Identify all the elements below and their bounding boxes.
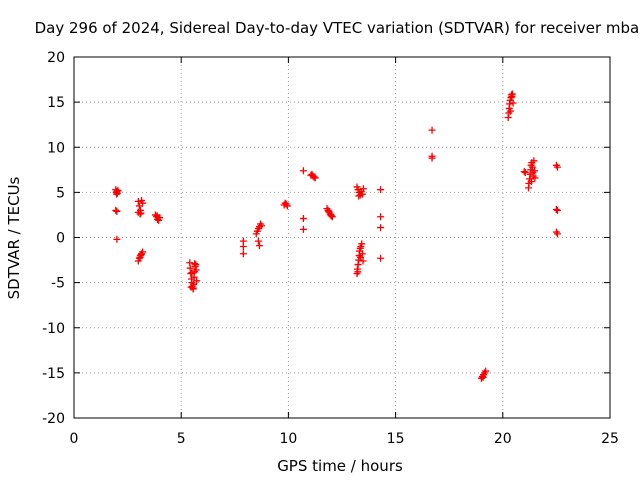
data-point <box>310 173 318 181</box>
data-point <box>377 254 385 262</box>
x-tick-label: 10 <box>279 431 297 447</box>
x-axis-label: GPS time / hours <box>277 457 403 475</box>
data-point <box>377 224 385 232</box>
tick-marks <box>73 56 611 419</box>
data-point <box>299 225 307 233</box>
y-tick-label: -10 <box>42 321 65 337</box>
data-point <box>428 154 436 162</box>
y-axis-label: SDTVAR / TECUs <box>5 176 23 299</box>
data-point <box>113 235 121 243</box>
data-series <box>112 90 561 382</box>
data-point <box>359 185 367 193</box>
data-point <box>553 163 561 171</box>
y-tick-labels: -20 -15 -10 -5 0 5 10 15 20 <box>42 50 65 427</box>
data-point <box>531 167 539 175</box>
data-point <box>509 99 517 107</box>
x-tick-label: 25 <box>601 431 619 447</box>
data-point <box>553 230 561 238</box>
y-tick-label: 10 <box>47 140 65 156</box>
data-point <box>358 190 366 198</box>
grid <box>74 57 610 418</box>
data-point <box>358 240 366 248</box>
x-tick-label: 15 <box>387 431 405 447</box>
data-point <box>359 257 367 265</box>
data-point <box>520 168 528 176</box>
data-point <box>254 237 262 245</box>
data-point <box>553 206 561 214</box>
x-tick-label: 0 <box>70 431 79 447</box>
data-point <box>255 242 263 250</box>
data-point <box>239 243 247 251</box>
data-point <box>192 266 200 274</box>
data-point <box>189 285 197 293</box>
data-point <box>552 206 560 214</box>
data-point <box>193 277 201 285</box>
data-point <box>327 211 335 219</box>
data-point <box>356 253 364 261</box>
y-tick-label: 0 <box>56 231 65 247</box>
chart-title: Day 296 of 2024, Sidereal Day-to-day VTE… <box>35 19 640 37</box>
data-point <box>530 157 538 165</box>
data-point <box>358 250 366 258</box>
y-tick-label: 15 <box>47 95 65 111</box>
data-point <box>311 174 319 182</box>
x-tick-label: 5 <box>177 431 186 447</box>
data-point <box>136 210 144 218</box>
y-tick-label: -5 <box>51 276 65 292</box>
y-tick-label: 5 <box>56 185 65 201</box>
data-point <box>479 373 487 381</box>
x-tick-labels: 0 5 10 15 20 25 <box>70 431 619 447</box>
data-point <box>354 268 362 276</box>
data-point <box>191 260 199 268</box>
data-point <box>239 250 247 258</box>
data-point <box>113 207 121 215</box>
data-point <box>428 126 436 134</box>
data-point <box>283 202 291 210</box>
y-tick-label: -15 <box>42 366 65 382</box>
data-point <box>521 169 529 177</box>
y-tick-label: 20 <box>47 50 65 66</box>
x-tick-label: 20 <box>494 431 512 447</box>
data-point <box>299 215 307 223</box>
data-point <box>134 197 142 205</box>
data-point <box>508 90 516 98</box>
data-point <box>258 222 266 230</box>
y-tick-label: -20 <box>42 411 65 427</box>
data-point <box>325 207 333 215</box>
data-point <box>531 174 539 182</box>
data-point <box>153 212 161 220</box>
data-point <box>355 192 363 200</box>
data-point <box>377 213 385 221</box>
data-point <box>112 206 120 214</box>
data-point <box>482 367 490 375</box>
data-point <box>139 199 147 207</box>
data-point <box>299 167 307 175</box>
data-point <box>114 187 122 195</box>
data-point <box>377 186 385 194</box>
data-point <box>188 269 196 277</box>
data-point <box>527 178 535 186</box>
data-point <box>507 107 515 115</box>
data-point <box>137 251 145 259</box>
